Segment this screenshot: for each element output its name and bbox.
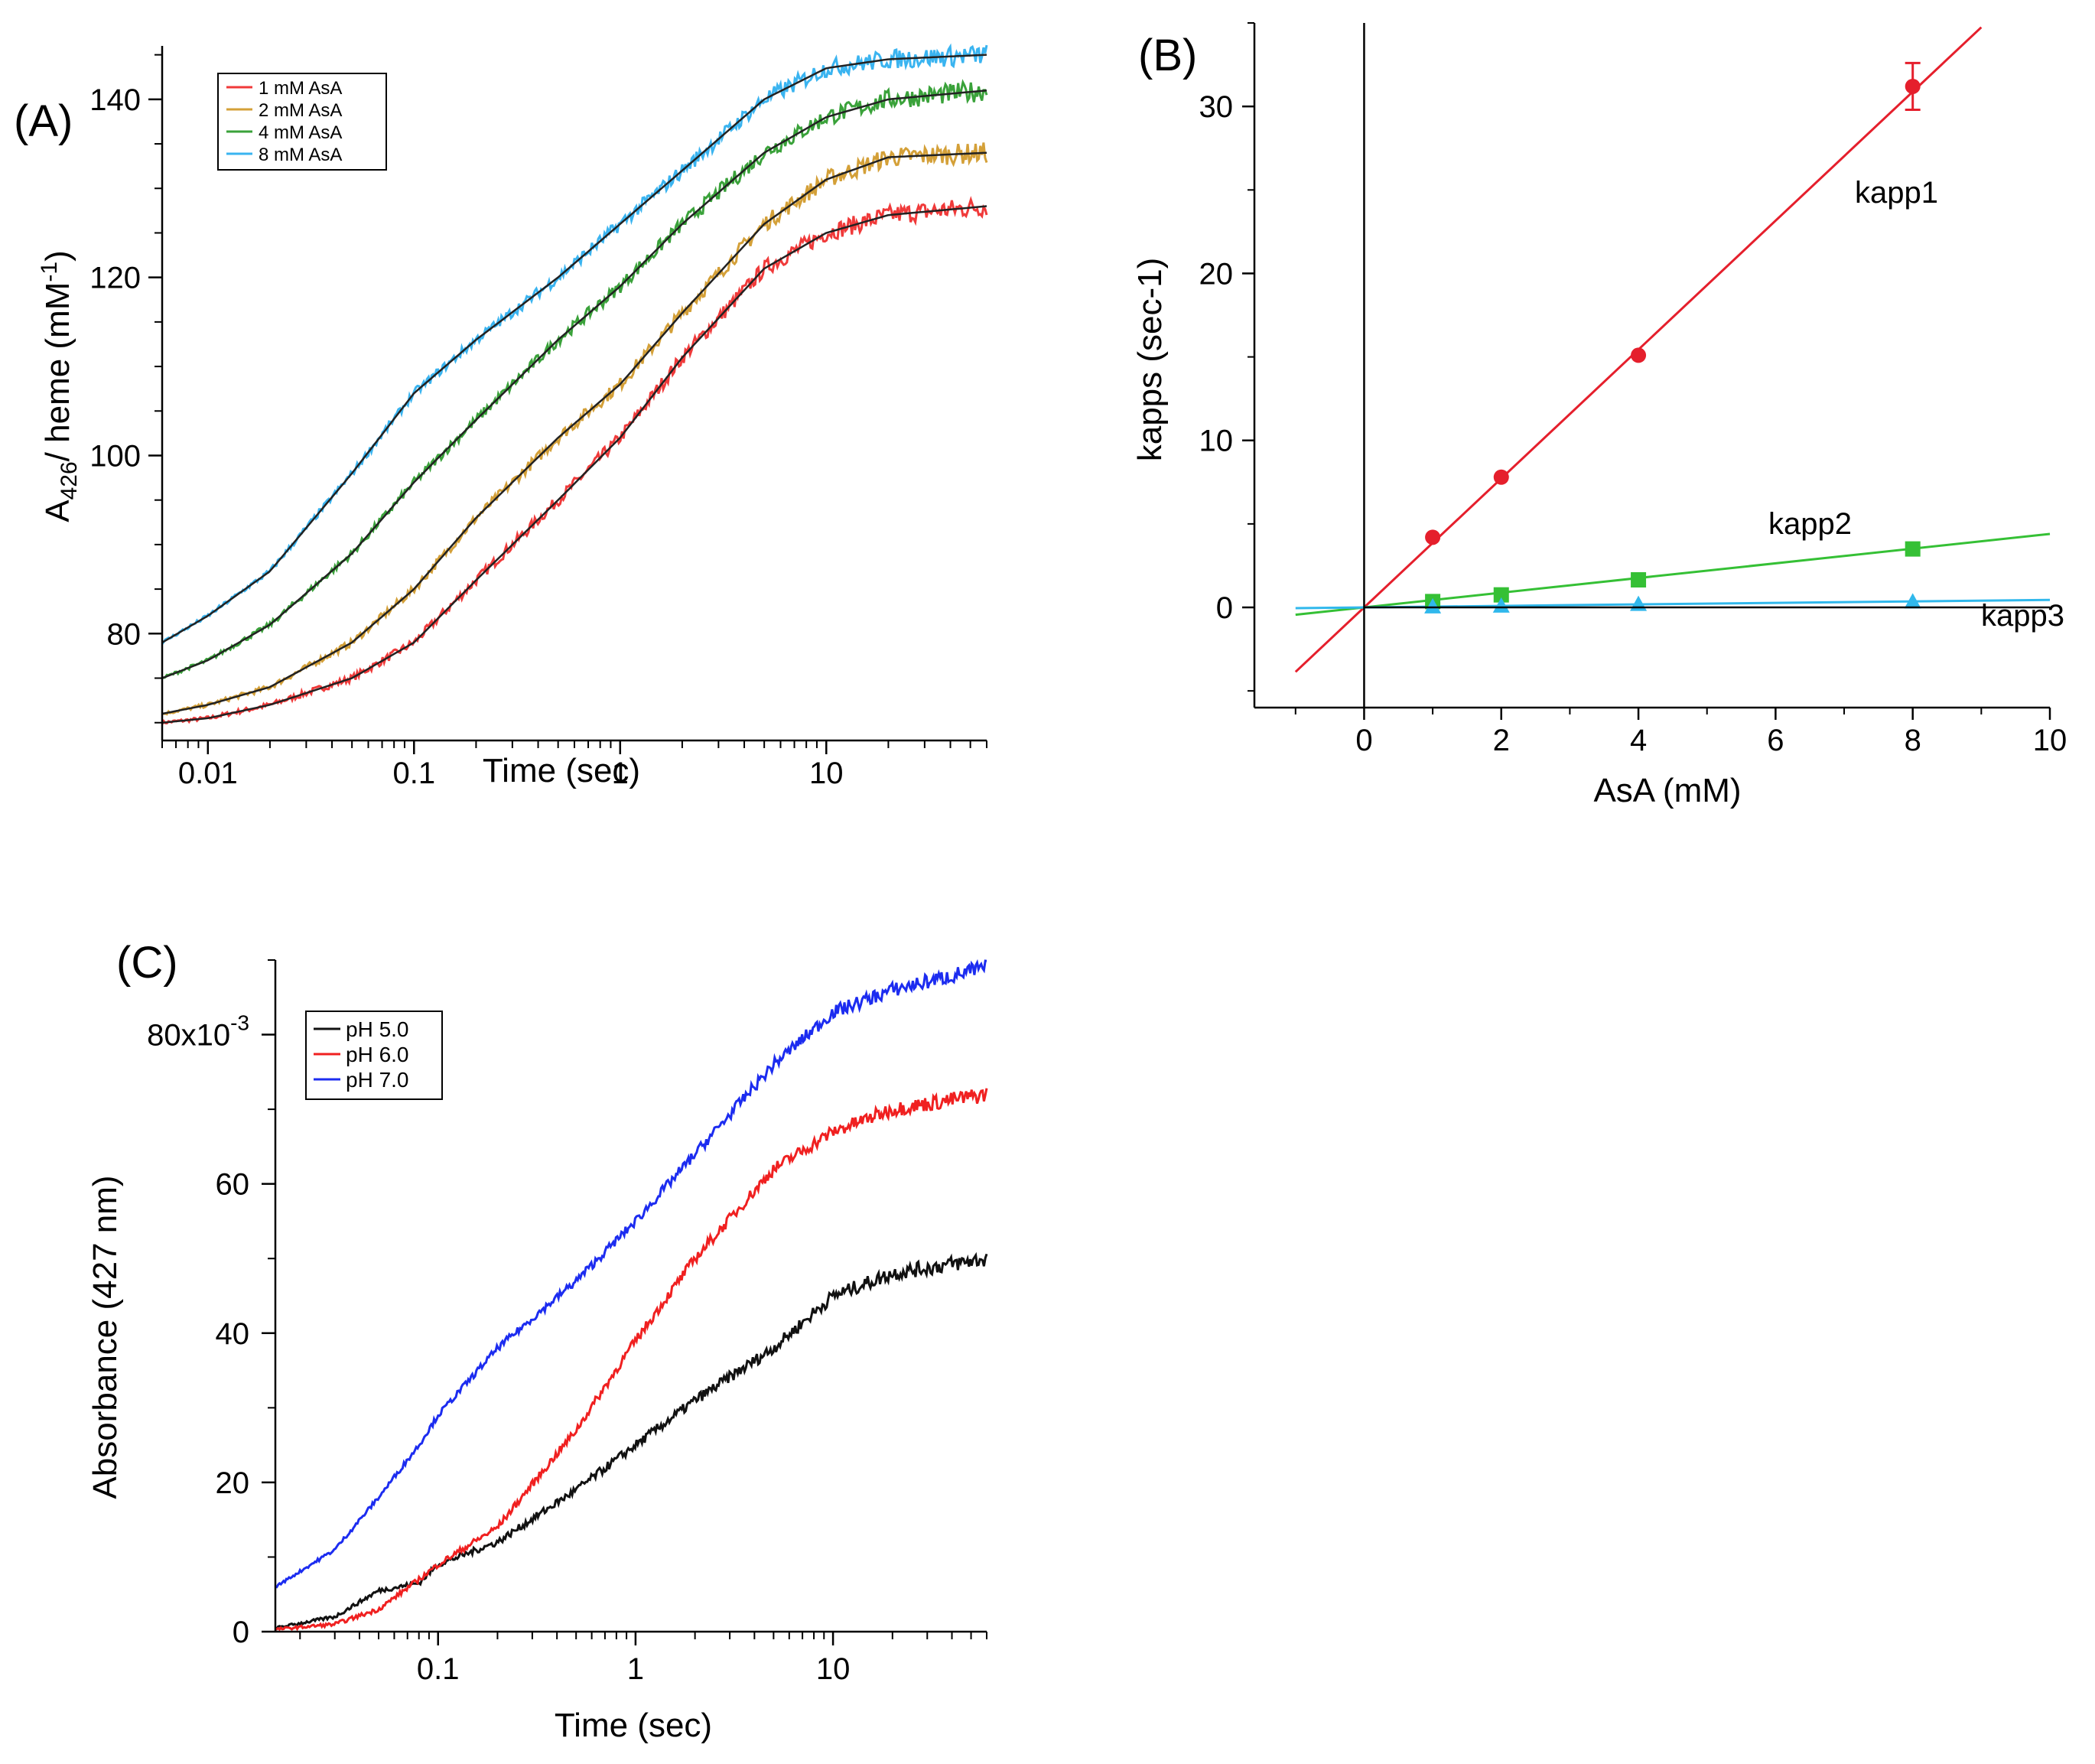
panel-c-legend: pH 5.0pH 6.0pH 7.0: [305, 1011, 443, 1100]
panel-c-legend-label: pH 5.0: [346, 1017, 409, 1041]
panel-a-series-1-trace: [161, 196, 988, 725]
panel-b-point-kapp1: [1493, 469, 1509, 485]
panel-a-y-title-rest: / heme (mM: [39, 282, 76, 462]
panel-a-series-1-fit: [161, 205, 987, 724]
panel-b-y-tick-label: 10: [1199, 425, 1234, 458]
panel-b-x-tick-label: 10: [2033, 724, 2067, 757]
panel-a-legend-label: 2 mM AsA: [259, 100, 342, 121]
panel-a-x-axis-title: Time (sec): [483, 752, 640, 789]
panel-c-label: (C): [116, 938, 178, 988]
panel-a-series-3-trace: [161, 79, 988, 679]
panel-c-series-3-trace: [275, 958, 987, 1589]
panel-a-x-tick-label: 10: [809, 757, 844, 790]
panel-b-y-tick-label: 20: [1199, 257, 1234, 291]
panel-c-y-tick-label: 40: [216, 1317, 250, 1351]
panel-a-x-tick-label: 0.1: [392, 757, 435, 790]
panel-c-legend-label: pH 7.0: [346, 1068, 409, 1092]
kapp3-label: kapp3: [1981, 599, 2064, 633]
panel-a-series-2-fit: [161, 151, 987, 715]
panel-c-y-tick-label: 0: [233, 1616, 249, 1649]
panel-a-y-tick-label: 120: [89, 262, 141, 295]
panel-b-point-kapp2: [1905, 541, 1921, 557]
panel-b-point-kapp1: [1425, 529, 1441, 545]
panel-b-x-tick-label: 2: [1493, 724, 1510, 757]
panel-b-x-axis-title: AsA (mM): [1593, 772, 1741, 809]
panel-a-series-4-fit: [161, 54, 987, 643]
panel-b-point-kapp3: [1904, 593, 1921, 609]
panel-a-y-tick-label: 140: [89, 83, 141, 117]
panel-c-x-tick-label: 1: [627, 1652, 644, 1686]
panel-b-y-tick-label: 30: [1199, 90, 1234, 124]
panel-b-point-kapp3: [1424, 597, 1442, 613]
panel-b-label: (B): [1138, 31, 1197, 80]
panel-a-series-2-trace: [161, 142, 988, 716]
panel-a-y-tick-label: 100: [89, 439, 141, 473]
panel-c-y-axis-title: Absorbance (427 nm): [86, 1175, 124, 1499]
panel-b-point-kapp1: [1631, 347, 1647, 363]
panel-b-point-kapp3: [1492, 597, 1510, 613]
panel-c-y-exponent: -3: [230, 1011, 249, 1035]
panel-a-y-title-sub: 426: [57, 461, 82, 500]
panel-a-y-title-close: ): [39, 250, 76, 262]
panel-b-point-kapp1: [1905, 78, 1921, 94]
panel-c-y-tick-label: 80x10-3: [147, 1011, 249, 1053]
panel-c-x-tick-label: 10: [816, 1652, 851, 1686]
panel-c-legend-label: pH 6.0: [346, 1043, 409, 1066]
kapp2-label: kapp2: [1768, 507, 1852, 541]
panel-b-x-tick-label: 0: [1355, 724, 1372, 757]
panel-c-y-tick-label: 60: [216, 1168, 250, 1202]
panel-b-x-tick-label: 6: [1767, 724, 1784, 757]
panel-a-y-title-sup: -1: [37, 262, 62, 282]
panel-a-label: (A): [14, 96, 73, 146]
panel-a-legend-label: 8 mM AsA: [259, 145, 342, 165]
panel-a-legend-label: 1 mM AsA: [259, 78, 342, 99]
panel-a-y-tick-label: 80: [107, 617, 142, 651]
panel-c-x-tick-label: 0.1: [417, 1652, 460, 1686]
panel-a-x-tick-label: 1: [612, 757, 629, 790]
panel-c: (C) 0.1 1 10 0 20 40 60 80x10-3 pH 5.0pH 6.0pH …: [86, 938, 988, 1744]
panel-b-y-tick-label: 0: [1216, 591, 1233, 625]
panel-b: (B) 0 2 4 6 8 10 0 10 20 30 kapp1 kapp2 kapp3 AsA…: [1131, 22, 2067, 809]
panel-c-y-tick-label: 20: [216, 1466, 250, 1500]
panel-b-fit-line-2: [1295, 532, 2051, 617]
panel-b-x-tick-label: 4: [1630, 724, 1647, 757]
panel-b-x-tick-label: 8: [1905, 724, 1921, 757]
panel-a-series-4-trace: [161, 43, 988, 645]
panel-a-x-tick-label: 0.01: [178, 757, 238, 790]
panel-c-x-axis-title: Time (sec): [555, 1707, 712, 1744]
panel-b-y-axis-title: kapps (sec-1): [1131, 258, 1169, 462]
panel-c-series-2-trace: [275, 1088, 988, 1632]
panel-a-y-title-main: A: [39, 500, 76, 522]
panel-a-legend-label: 4 mM AsA: [259, 122, 342, 143]
panel-b-point-kapp2: [1493, 587, 1509, 603]
panel-b-point-kapp2: [1631, 572, 1647, 588]
kapp1-label: kapp1: [1855, 176, 1938, 210]
panel-c-series-1-trace: [275, 1251, 988, 1631]
panel-a-series-3-fit: [161, 89, 987, 679]
panel-a-y-axis-title: A426/ heme (mM-1): [37, 250, 82, 522]
